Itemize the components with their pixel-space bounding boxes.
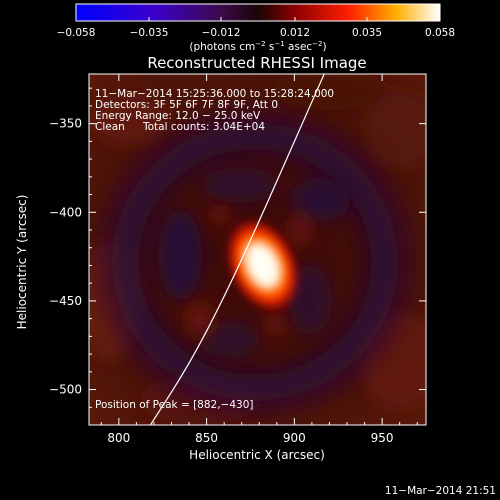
header-total-counts: Total counts: 3.04E+04 — [142, 121, 265, 133]
x-tick-label: 950 — [371, 431, 394, 445]
chart-title: Reconstructed RHESSI Image — [147, 54, 366, 72]
colorbar-tick-label: 0.012 — [280, 27, 310, 39]
footer-timestamp: 11−Mar−2014 21:51 — [385, 485, 496, 497]
y-tick-label: −350 — [49, 117, 82, 131]
colorbar-tick-label: −0.035 — [130, 27, 169, 39]
plot-area — [89, 74, 426, 425]
flare-source — [225, 217, 301, 313]
plot-frame — [88, 73, 427, 426]
colorbar-tick-label: −0.012 — [202, 27, 241, 39]
flare-source-core — [247, 244, 279, 287]
header-detectors: Detectors: 3F 5F 6F 7F 8F 9F, Att 0 — [95, 99, 278, 111]
colorbar-units-exp1: −2 — [255, 40, 265, 48]
y-tick-label: −400 — [49, 205, 82, 219]
header-energy-range: Energy Range: 12.0 − 25.0 keV — [95, 110, 261, 122]
y-axis-label: Heliocentric Y (arcsec) — [15, 195, 29, 330]
header-time-range: 11−Mar−2014 15:25:36.000 to 15:28:24.000 — [95, 88, 334, 100]
colorbar-units-exp2: −1 — [274, 40, 284, 48]
colorbar-gradient — [75, 3, 441, 22]
colorbar-tick-label: 0.035 — [352, 27, 382, 39]
x-axis-label: Heliocentric X (arcsec) — [189, 448, 325, 462]
colorbar-units-exp3: −2 — [312, 40, 322, 48]
colorbar-ticks: −0.058 −0.035 −0.012 0.012 0.035 0.058 — [57, 17, 455, 39]
colorbar-units-mid: s — [266, 41, 275, 53]
colorbar-units-label: (photons cm−2 s−1 asec−2) — [189, 40, 326, 53]
colorbar-tick-label: 0.058 — [425, 27, 455, 39]
x-axis-ticks: 800 850 900 950 — [100, 74, 418, 445]
colorbar-units-tail: asec — [285, 41, 313, 53]
colorbar-tick-label: −0.058 — [57, 27, 96, 39]
y-tick-label: −450 — [49, 294, 82, 308]
image-header-info: 11−Mar−2014 15:25:36.000 to 15:28:24.000… — [95, 88, 334, 133]
colorbar-units-main: (photons cm — [189, 41, 255, 53]
x-tick-label: 850 — [195, 431, 218, 445]
peak-position-label: Position of Peak = [882,−430] — [95, 399, 254, 411]
bright-sidelobes — [178, 201, 318, 346]
colorbar: −0.058 −0.035 −0.012 0.012 0.035 0.058 (photo… — [57, 3, 455, 53]
x-tick-label: 900 — [283, 431, 306, 445]
x-tick-label: 800 — [107, 431, 130, 445]
colorbar-units-close: ) — [323, 41, 327, 53]
solar-limb-line — [149, 74, 325, 425]
y-tick-label: −500 — [49, 383, 82, 397]
header-clean-label: Clean — [95, 121, 125, 133]
y-axis-ticks: −350 −400 −450 −500 — [49, 87, 426, 408]
